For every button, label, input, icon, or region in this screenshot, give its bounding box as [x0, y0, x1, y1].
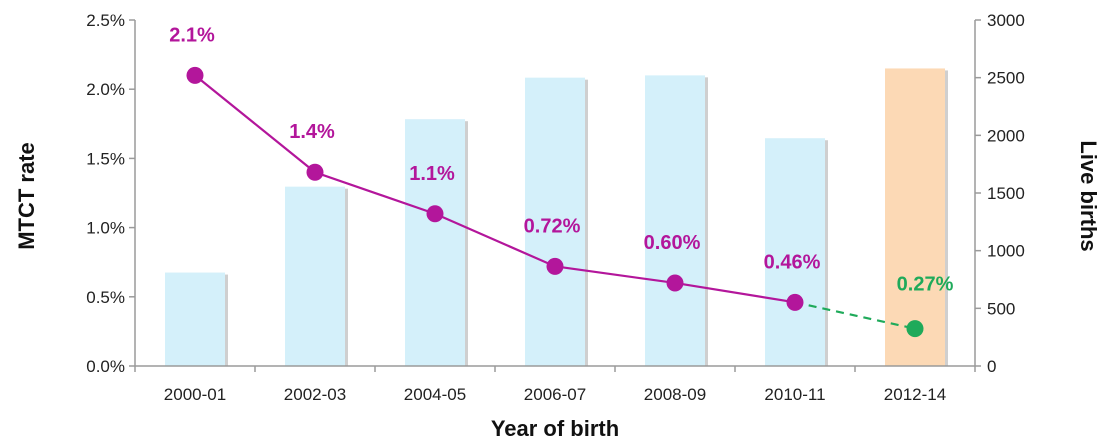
mtct-rate-label: 0.72%: [524, 215, 581, 237]
left-tick-label: 1.5%: [86, 149, 125, 168]
right-tick-label: 0: [987, 357, 996, 376]
bars: [165, 68, 948, 367]
left-tick-label: 1.0%: [86, 219, 125, 238]
left-tick-labels: 0.0% 0.5% 1.0% 1.5% 2.0% 2.5%: [86, 11, 135, 376]
right-tick-label: 500: [987, 299, 1015, 318]
bar: [405, 119, 465, 366]
mtct-projection-label: 0.27%: [897, 274, 954, 296]
x-tick-label: 2006-07: [524, 385, 586, 404]
right-tick-label: 1000: [987, 242, 1025, 261]
left-tick-label: 2.0%: [86, 80, 125, 99]
right-tick-label: 2500: [987, 69, 1025, 88]
x-tick-label: 2012-14: [884, 385, 946, 404]
series-points: [186, 66, 924, 338]
x-tick-label: 2004-05: [404, 385, 466, 404]
mtct-rate-label: 2.1%: [169, 24, 215, 46]
mtct-rate-point: [186, 66, 204, 84]
right-tick-label: 3000: [987, 11, 1025, 30]
mtct-rate-point: [306, 163, 324, 181]
bar: [885, 68, 945, 366]
bar: [165, 272, 225, 366]
mtct-rate-label: 0.60%: [644, 232, 701, 254]
mtct-rate-label: 1.1%: [409, 163, 455, 185]
mtct-rate-point: [786, 293, 804, 311]
mtct-rate-point: [666, 274, 684, 292]
left-tick-label: 0.0%: [86, 357, 125, 376]
data-labels: 2.1% 1.4% 1.1% 0.72% 0.60% 0.46% 0.27%: [169, 24, 953, 295]
x-tick-label: 2000-01: [164, 385, 226, 404]
x-tick-label: 2010-11: [764, 385, 825, 404]
series-lines: [194, 74, 916, 330]
mtct-rate-label: 0.46%: [764, 251, 821, 273]
bar: [645, 75, 705, 367]
mtct-rate-point: [546, 257, 564, 275]
mtct-rate-point: [426, 205, 444, 223]
x-tick-labels: 2000-01 2002-03 2004-05 2006-07 2008-09 2010-…: [134, 366, 976, 404]
right-tick-labels: 0 500 1000 1500 2000 2500 3000: [975, 11, 1025, 376]
x-tick-label: 2008-09: [644, 385, 706, 404]
y-axis-title: MTCT rate: [14, 142, 39, 250]
left-tick-label: 0.5%: [86, 288, 125, 307]
left-tick-label: 2.5%: [86, 11, 125, 30]
right-tick-label: 1500: [987, 184, 1025, 203]
mtct-rate-line: [194, 74, 796, 304]
mtct-rate-label: 1.4%: [289, 121, 335, 143]
x-tick-label: 2002-03: [284, 385, 346, 404]
bar: [765, 138, 825, 366]
mtct-projection-line: [794, 301, 916, 330]
right-tick-label: 2000: [987, 126, 1025, 145]
bar: [285, 186, 345, 366]
y2-axis-title: Live births: [1076, 140, 1101, 251]
bar: [525, 77, 585, 367]
mtct-projection-point: [906, 320, 924, 338]
x-axis-title: Year of birth: [491, 416, 619, 441]
